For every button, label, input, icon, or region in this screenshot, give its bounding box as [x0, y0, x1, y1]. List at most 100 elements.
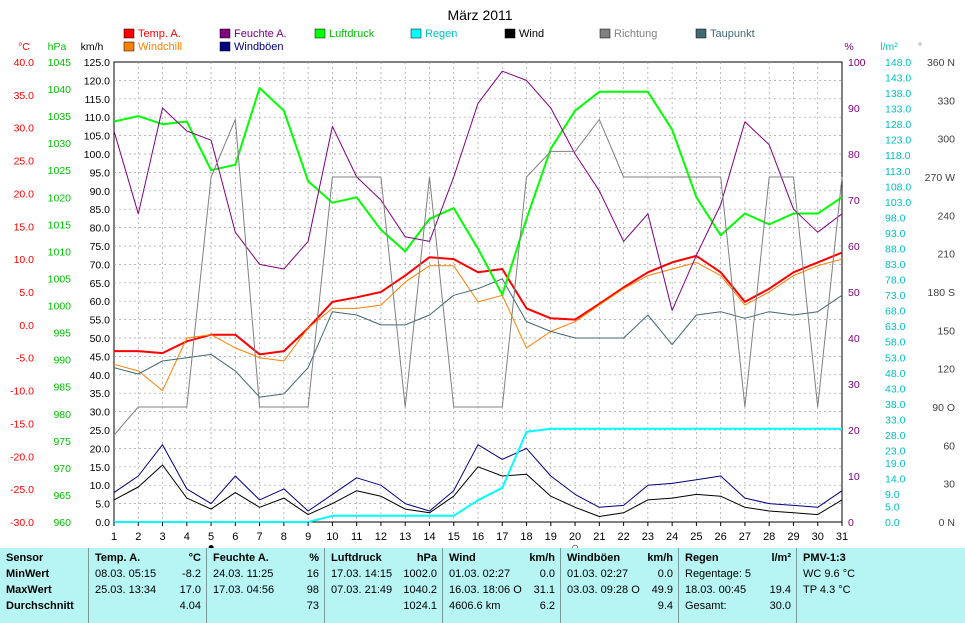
- axis-unit-rain: l/m²: [880, 41, 898, 53]
- tick-label-humidity: 50: [848, 287, 860, 299]
- legend-swatch: [695, 28, 707, 39]
- tick-label-wind: 60.0: [90, 296, 111, 308]
- tick-label-temp: 35.0: [14, 90, 35, 102]
- stats-cell: Durchschnitt: [6, 600, 74, 612]
- tick-label-pressure: 1030: [48, 138, 72, 150]
- stats-cell: %: [309, 552, 319, 564]
- axis-unit-wind: km/h: [81, 41, 104, 53]
- stats-cell: 25.03. 13:34: [95, 584, 157, 596]
- tick-label-wind: 15.0: [90, 462, 111, 474]
- legend-swatch: [219, 28, 231, 39]
- stats-cell: 6.2: [539, 600, 555, 612]
- x-tick-label: 30: [812, 531, 824, 543]
- tick-label-temp: -10.0: [10, 386, 34, 398]
- series-line-feuchte-a-: [113, 70, 843, 311]
- tick-label-pressure: 1010: [48, 246, 72, 258]
- tick-label-rain: 143.0: [885, 73, 911, 85]
- legend-label: Temp. A.: [138, 28, 181, 40]
- tick-label-wind: 25.0: [90, 425, 111, 437]
- tick-label-wind: 120.0: [84, 75, 110, 87]
- stats-cell: Feuchte A.: [213, 552, 269, 564]
- tick-label-rain: 14.0: [885, 473, 906, 485]
- tick-label-pressure: 970: [53, 463, 71, 475]
- tick-label-wind: 75.0: [90, 241, 111, 253]
- legend-label: Regen: [425, 28, 457, 40]
- x-tick-label: 28: [763, 531, 775, 543]
- stats-column: Luftdruck hPa 17.03. 14:15 1002.0 07.03. 21:…: [324, 548, 443, 623]
- tick-label-rain: 133.0: [885, 104, 911, 116]
- stats-cell: 98: [306, 584, 319, 596]
- series-line-richtung: [113, 119, 843, 436]
- tick-label-rain: 38.0: [885, 399, 906, 411]
- weather-chart: März 2011 °C hPa km/h% l/m² ° Temp. A. Feucht…: [10, 7, 955, 548]
- tick-label-humidity: 90: [848, 103, 860, 115]
- tick-label-wind: 80.0: [90, 223, 111, 235]
- tick-label-wind: 30.0: [90, 407, 111, 419]
- x-tick-label: 23: [642, 531, 654, 543]
- tick-label-temp: 40.0: [14, 57, 35, 69]
- tick-label-pressure: 990: [53, 355, 71, 367]
- tick-label-pressure: 1015: [48, 219, 72, 231]
- x-tick-label: 15: [448, 531, 460, 543]
- tick-label-rain: 28.0: [885, 430, 906, 442]
- axis-unit-direction: °: [918, 41, 922, 53]
- week-marker: ○: [571, 540, 578, 548]
- tick-label-direction: 0 N: [939, 517, 955, 529]
- tick-label-wind: 70.0: [90, 259, 111, 271]
- tick-label-rain: 48.0: [885, 368, 906, 380]
- tick-label-wind: 20.0: [90, 443, 111, 455]
- stats-cell: 1002.0: [403, 568, 437, 580]
- stats-cell: 9.4: [657, 600, 673, 612]
- stats-cell: 0.0: [657, 568, 673, 580]
- week-marker: ●: [207, 540, 214, 548]
- stats-column: Regen l/m² Regentage: 5 18.03. 00:45 19.4 Ges…: [678, 548, 797, 623]
- tick-label-rain: 63.0: [885, 321, 906, 333]
- stats-cell: km/h: [529, 552, 555, 564]
- tick-label-wind: 65.0: [90, 278, 111, 290]
- x-tick-label: 10: [326, 531, 338, 543]
- legend-label: Luftdruck: [329, 28, 375, 40]
- x-tick-label: 14: [423, 531, 435, 543]
- x-tick-label: 2: [135, 531, 141, 543]
- stats-cell: 30.0: [769, 600, 791, 612]
- series-line-taupunkt: [113, 278, 843, 398]
- x-tick-label: 13: [399, 531, 411, 543]
- tick-label-direction: 270 W: [925, 172, 955, 184]
- stats-cell: 16.03. 18:06 O: [449, 584, 522, 596]
- tick-label-temp: 5.0: [19, 287, 34, 299]
- tick-label-rain: 33.0: [885, 414, 906, 426]
- stats-column: Windböen km/h 01.03. 02:27 0.0 03.03. 09:28 …: [560, 548, 679, 623]
- stats-cell: 07.03. 21:49: [331, 584, 393, 596]
- stats-cell: 49.9: [651, 584, 673, 596]
- stats-cell: Gesamt:: [685, 600, 727, 612]
- stats-cell: Sensor: [6, 552, 44, 564]
- stats-cell: 1024.1: [403, 600, 437, 612]
- tick-label-direction: 210: [937, 249, 955, 261]
- stats-cell: Luftdruck: [331, 552, 382, 564]
- axis-unit-humidity: %: [844, 41, 853, 53]
- tick-label-pressure: 1000: [48, 301, 72, 313]
- legend-label: Taupunkt: [710, 28, 755, 40]
- series-line-wind: [113, 464, 843, 517]
- tick-label-temp: -15.0: [10, 418, 34, 430]
- tick-label-rain: 103.0: [885, 197, 911, 209]
- tick-label-rain: 113.0: [885, 166, 911, 178]
- stats-cell: MaxWert: [6, 584, 52, 596]
- stats-cell: TP 4.3 °C: [803, 584, 851, 596]
- x-tick-label: 17: [496, 531, 508, 543]
- stats-cell: WC 9.6 °C: [803, 568, 856, 580]
- tick-label-humidity: 60: [848, 241, 860, 253]
- x-tick-label: 18: [520, 531, 532, 543]
- stats-cell: Wind: [449, 552, 476, 564]
- tick-label-wind: 105.0: [84, 131, 110, 143]
- stats-cell: 4.04: [179, 600, 201, 612]
- tick-label-wind: 55.0: [90, 315, 111, 327]
- tick-label-wind: 85.0: [90, 204, 111, 216]
- tick-label-rain: 9.0: [885, 489, 900, 501]
- x-tick-label: 3: [159, 531, 165, 543]
- tick-label-direction: 30: [943, 479, 955, 491]
- tick-label-rain: 128.0: [885, 119, 911, 131]
- stats-cell: -8.2: [182, 568, 201, 580]
- axis-unit-pressure: hPa: [48, 41, 67, 53]
- x-tick-label: 25: [690, 531, 702, 543]
